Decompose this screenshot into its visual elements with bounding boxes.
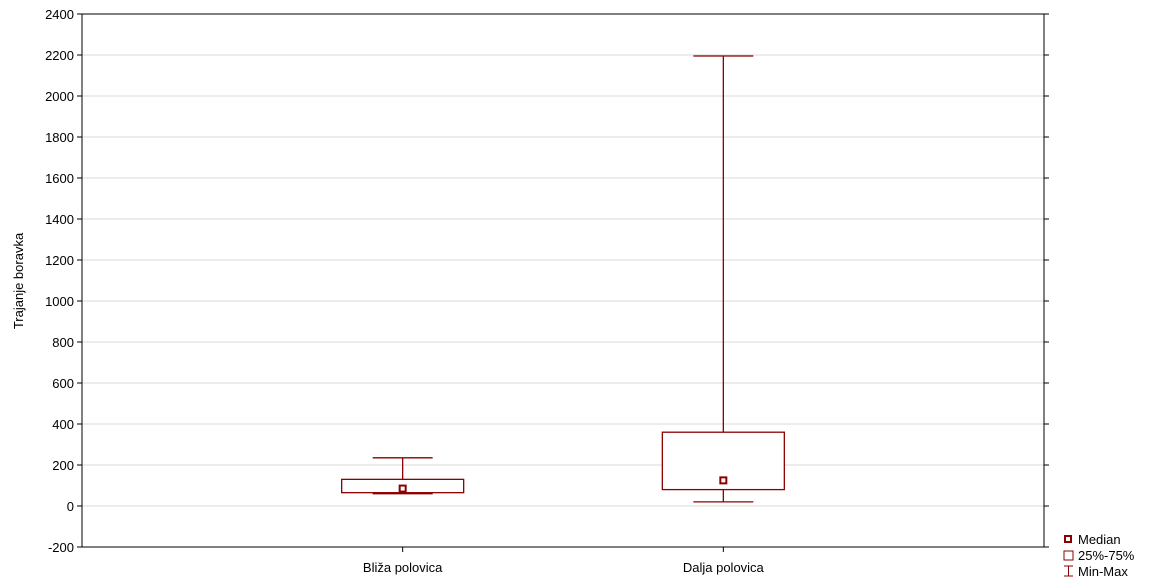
legend-box-label: 25%-75%: [1078, 548, 1135, 563]
y-tick-label: 2400: [45, 7, 74, 22]
y-tick-label: 400: [52, 417, 74, 432]
x-tick-label: Bliža polovica: [363, 560, 443, 575]
legend-minmax-label: Min-Max: [1078, 564, 1128, 579]
box-series: [341, 55, 785, 503]
y-tick-label: 1200: [45, 253, 74, 268]
y-tick-label: 2200: [45, 48, 74, 63]
grid-lines: [82, 54, 1044, 507]
y-tick-label: 1400: [45, 212, 74, 227]
y-axis-title: Trajanje boravka: [11, 232, 26, 329]
median-marker: [398, 484, 407, 493]
plot-area-frame: [81, 13, 1045, 548]
legend-minmax-icon: [1064, 565, 1073, 577]
box-group: [661, 55, 785, 503]
y-tick-label: 800: [52, 335, 74, 350]
legend-median-icon: [1064, 535, 1072, 543]
legend: Median 25%-75% Min-Max: [1063, 532, 1135, 579]
x-axis-ticks: Bliža polovica Dalja polovica: [363, 547, 765, 575]
legend-box-icon: [1063, 550, 1074, 561]
y-tick-label: 1000: [45, 294, 74, 309]
median-marker: [719, 476, 728, 485]
y-tick-label: -200: [48, 540, 74, 555]
y-tick-label: 1800: [45, 130, 74, 145]
legend-median-label: Median: [1078, 532, 1121, 547]
y-tick-label: 600: [52, 376, 74, 391]
box-group: [341, 457, 465, 495]
y-tick-label: 2000: [45, 89, 74, 104]
y-tick-label: 0: [67, 499, 74, 514]
y-axis-ticks: -200 0 200 400 600 800 1000 1200 1400 1600 1800 200…: [45, 7, 1049, 555]
x-tick-label: Dalja polovica: [683, 560, 765, 575]
y-tick-label: 200: [52, 458, 74, 473]
y-tick-label: 1600: [45, 171, 74, 186]
